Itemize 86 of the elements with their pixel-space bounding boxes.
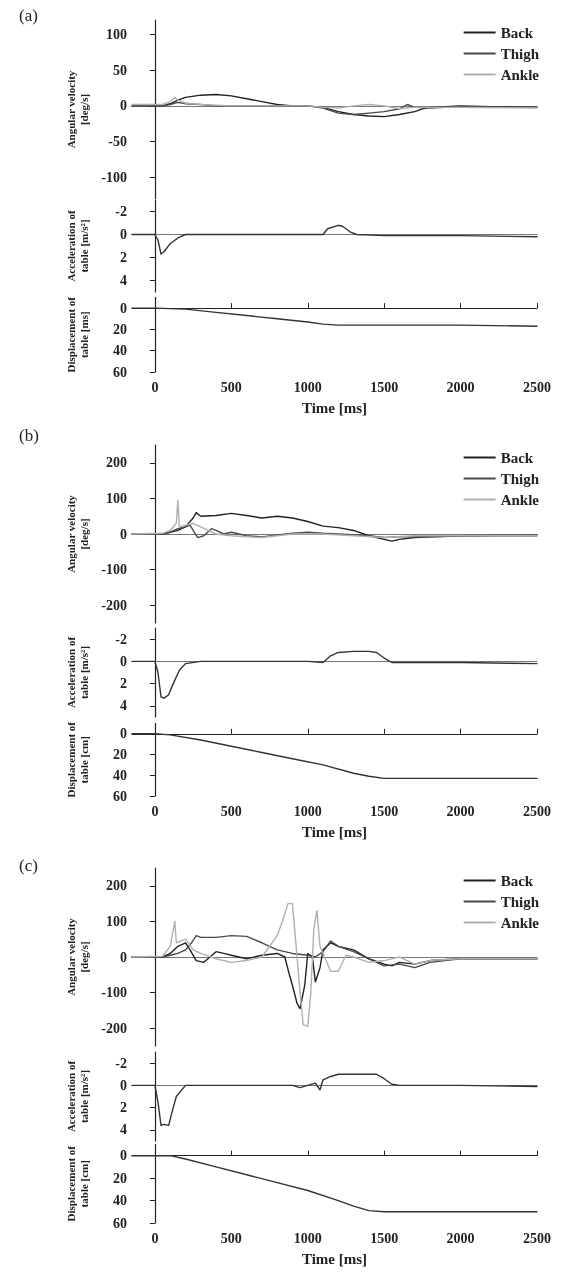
x-tick-label: 1500 xyxy=(370,803,399,819)
x-tick-label: 500 xyxy=(220,1230,242,1246)
x-tick-label: 0 xyxy=(151,379,159,395)
y-tick-label: -100 xyxy=(101,985,127,1001)
y-tick-label: 100 xyxy=(106,490,127,506)
x-tick-label: 2000 xyxy=(446,379,475,395)
y-axis-title: Acceleration of table [m/s²] xyxy=(64,1060,90,1133)
y-tick-label: 0 xyxy=(120,949,127,965)
y-tick-label: 200 xyxy=(106,878,127,894)
y-tick-label: 0 xyxy=(120,653,127,669)
y-tick-label: -2 xyxy=(115,204,127,219)
y-axis-title: Angular velocity [deg/s] xyxy=(64,917,90,996)
y-tick-label: 200 xyxy=(106,455,127,471)
x-tick-label: 1500 xyxy=(370,379,399,395)
y-axis-title: Displacement of table [cm] xyxy=(64,721,90,798)
y-tick-label: 60 xyxy=(113,1215,127,1231)
y-tick-label: 40 xyxy=(113,343,127,359)
y-axis-title: Displacement of table [cm] xyxy=(64,1145,90,1222)
x-tick-label: 2500 xyxy=(523,379,551,395)
y-axis-title: Angular velocity [deg/s] xyxy=(64,70,90,149)
legend-label: Thigh xyxy=(500,45,540,62)
y-axis-title: Angular velocity [deg/s] xyxy=(64,494,90,573)
legend-label: Thigh xyxy=(500,893,540,910)
line-series xyxy=(131,96,538,110)
y-tick-label: -2 xyxy=(115,631,127,647)
x-tick-label: 0 xyxy=(151,803,159,819)
y-tick-label: 2 xyxy=(120,676,127,692)
x-axis-title: Time [ms] xyxy=(301,1250,368,1267)
legend-label: Back xyxy=(500,872,534,889)
line-series xyxy=(131,650,538,699)
x-tick-label: 1000 xyxy=(293,1230,322,1246)
legend-label: Back xyxy=(500,449,534,466)
y-tick-label: 40 xyxy=(113,767,127,783)
y-tick-label: 0 xyxy=(120,726,127,742)
chart-title: (b) xyxy=(19,426,39,445)
legend-label: Ankle xyxy=(500,491,540,508)
y-tick-label: 2 xyxy=(120,250,127,265)
x-tick-label: 0 xyxy=(151,1230,159,1246)
y-axis-title: Acceleration of table [m/s²] xyxy=(64,210,90,282)
y-tick-label: 60 xyxy=(113,788,127,804)
y-tick-label: 20 xyxy=(113,747,127,763)
y-tick-label: 20 xyxy=(113,321,127,337)
chart-title: (c) xyxy=(19,856,38,875)
y-tick-label: -2 xyxy=(115,1055,127,1071)
y-tick-label: 0 xyxy=(120,1077,127,1093)
x-tick-label: 1000 xyxy=(293,379,322,395)
y-axis-title: Displacement of table [ms] xyxy=(64,296,90,373)
x-tick-label: 2500 xyxy=(523,1230,551,1246)
y-tick-label: 100 xyxy=(106,26,127,42)
x-axis-title: Time [ms] xyxy=(301,399,368,416)
line-series xyxy=(131,224,538,255)
legend-label: Ankle xyxy=(500,914,540,931)
y-tick-label: -50 xyxy=(108,134,127,150)
y-tick-label: -200 xyxy=(101,1020,127,1036)
y-tick-label: 0 xyxy=(120,1148,127,1164)
y-tick-label: 0 xyxy=(120,526,127,542)
line-series xyxy=(131,1154,538,1213)
y-tick-label: 4 xyxy=(120,698,127,714)
x-tick-label: 1500 xyxy=(370,1230,399,1246)
y-tick-label: 0 xyxy=(120,227,127,242)
y-axis-title: Acceleration of table [m/s²] xyxy=(64,636,90,709)
y-tick-label: 4 xyxy=(120,1122,127,1138)
line-series xyxy=(131,1073,538,1127)
y-tick-label: 50 xyxy=(113,62,127,78)
y-tick-label: 4 xyxy=(120,273,127,288)
legend-label: Ankle xyxy=(500,66,540,83)
y-tick-label: 20 xyxy=(113,1170,127,1186)
x-tick-label: 2000 xyxy=(446,803,475,819)
y-tick-label: -100 xyxy=(101,562,127,578)
y-tick-label: 60 xyxy=(113,364,127,380)
y-tick-label: 0 xyxy=(120,98,127,114)
y-tick-label: -100 xyxy=(101,170,127,186)
x-tick-label: 2000 xyxy=(446,1230,475,1246)
x-tick-label: 2500 xyxy=(523,803,551,819)
y-tick-label: -200 xyxy=(101,597,127,613)
y-tick-label: 40 xyxy=(113,1193,127,1209)
x-tick-label: 1000 xyxy=(293,803,322,819)
y-tick-label: 2 xyxy=(120,1100,127,1116)
x-axis-title: Time [ms] xyxy=(301,823,368,840)
legend-label: Back xyxy=(500,24,534,41)
y-tick-label: 0 xyxy=(120,300,127,316)
legend-label: Thigh xyxy=(500,470,540,487)
x-tick-label: 500 xyxy=(220,379,242,395)
y-tick-label: 100 xyxy=(106,913,127,929)
chart-title: (a) xyxy=(19,6,38,25)
x-tick-label: 500 xyxy=(220,803,242,819)
